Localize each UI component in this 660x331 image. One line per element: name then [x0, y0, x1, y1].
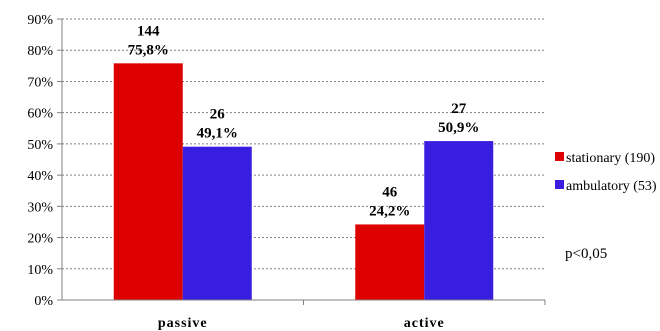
percent-label: 24,2% [369, 203, 410, 219]
axes: 0% 10% 20% 30% 40% 50% 60% 70% 80% 90% passive acti… [27, 13, 546, 331]
count-label: 144 [137, 23, 160, 39]
y-tick-label: 10% [27, 263, 53, 278]
y-tick-label: 40% [27, 169, 53, 184]
y-tick-label: 70% [27, 75, 53, 90]
legend-label: stationary (190) [566, 151, 655, 166]
y-tick-label: 30% [27, 200, 53, 215]
y-tick-label: 80% [27, 44, 53, 59]
legend: stationary (190) ambulatory (53) [555, 151, 657, 194]
bars [113, 63, 494, 300]
y-tick-label: 90% [27, 13, 53, 28]
x-category-label: passive [158, 316, 208, 331]
bar-passive-0 [113, 63, 183, 300]
percent-label: 49,1% [197, 126, 238, 142]
bar-passive-1 [182, 146, 252, 300]
count-label: 27 [451, 101, 467, 117]
legend-label: ambulatory (53) [566, 179, 657, 194]
y-tick-label: 20% [27, 232, 53, 247]
legend-swatch [555, 152, 564, 161]
percent-label: 50,9% [438, 120, 479, 136]
significance-annotation: p<0,05 [565, 246, 607, 262]
bar-active-0 [355, 224, 425, 300]
count-label: 26 [210, 107, 226, 123]
legend-swatch [555, 180, 564, 189]
percent-label: 75,8% [128, 42, 169, 58]
y-tick-label: 0% [34, 294, 53, 309]
count-label: 46 [382, 184, 398, 200]
data-labels: 144 75,8% 26 49,1% 46 24,2% 27 50,9% [128, 23, 480, 219]
x-category-label: active [404, 316, 445, 331]
y-tick-label: 60% [27, 107, 53, 122]
y-tick-label: 50% [27, 138, 53, 153]
bar-active-1 [424, 141, 494, 300]
